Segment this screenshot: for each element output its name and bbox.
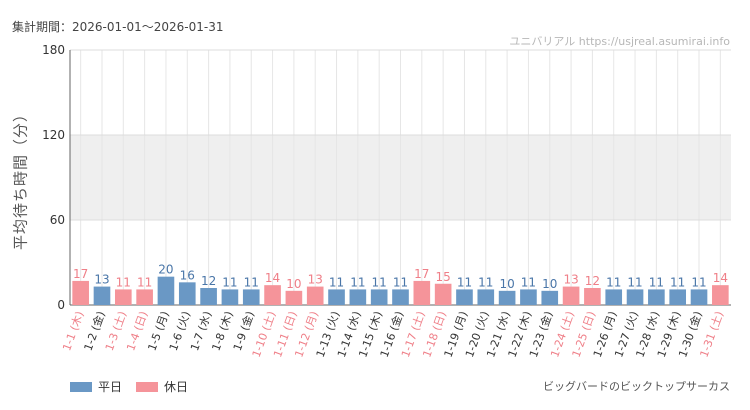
- data-label: 11: [244, 275, 259, 289]
- legend-swatch-weekday: [70, 381, 92, 392]
- bar: [392, 289, 409, 305]
- bar: [541, 290, 559, 305]
- data-label: 11: [372, 275, 387, 289]
- bar: [285, 290, 303, 305]
- bar: [712, 285, 729, 305]
- y-tick-label: 60: [50, 213, 65, 227]
- legend-swatch-holiday: [136, 381, 159, 392]
- site-watermark: ユニバリアル https://usjreal.asumirai.info: [509, 35, 730, 48]
- attraction-name: ビッグバードのビックトップサーカス: [543, 380, 730, 393]
- y-tick-label: 180: [42, 43, 65, 57]
- bar: [584, 288, 601, 305]
- data-label: 10: [286, 277, 301, 291]
- data-label: 11: [670, 275, 685, 289]
- y-tick-label: 0: [57, 298, 65, 312]
- data-label: 11: [521, 275, 536, 289]
- bar: [349, 289, 367, 305]
- bar: [72, 280, 89, 305]
- data-label: 11: [222, 275, 237, 289]
- data-label: 11: [691, 275, 706, 289]
- bar: [178, 282, 196, 305]
- data-label: 12: [201, 274, 216, 288]
- bar: [242, 289, 260, 305]
- data-label: 15: [436, 270, 451, 284]
- bar: [648, 289, 665, 305]
- data-label: 11: [649, 275, 664, 289]
- data-label: 13: [94, 273, 109, 287]
- legend-label-weekday: 平日: [98, 380, 123, 394]
- bar: [690, 289, 708, 305]
- bar: [200, 288, 217, 305]
- y-tick-label: 120: [42, 128, 65, 142]
- data-label: 11: [457, 275, 472, 289]
- data-label: 17: [73, 267, 88, 281]
- data-label: 13: [308, 273, 323, 287]
- data-label: 10: [499, 277, 514, 291]
- data-label: 20: [158, 263, 173, 277]
- bar: [114, 289, 132, 305]
- bar: [520, 289, 537, 305]
- bar: [456, 289, 473, 305]
- bar: [136, 289, 153, 305]
- data-label: 11: [627, 275, 642, 289]
- data-label: 14: [265, 271, 280, 285]
- period-label: 集計期間：2026-01-01〜2026-01-31: [12, 20, 224, 34]
- legend-item-weekday[interactable]: 平日: [70, 378, 122, 395]
- data-label: 10: [542, 277, 557, 291]
- data-label: 11: [478, 275, 493, 289]
- bar: [413, 280, 431, 305]
- bar: [669, 289, 687, 305]
- bar: [264, 285, 281, 305]
- bar: [605, 289, 623, 305]
- bar: [221, 289, 239, 305]
- legend-label-holiday: 休日: [164, 380, 189, 394]
- data-label: 11: [116, 275, 131, 289]
- legend: 平日 休日: [70, 378, 188, 395]
- bar: [477, 289, 495, 305]
- data-label: 13: [563, 273, 578, 287]
- data-label: 11: [137, 275, 152, 289]
- bar: [562, 286, 580, 305]
- data-label: 12: [585, 274, 600, 288]
- bar: [328, 289, 345, 305]
- bar: [434, 283, 452, 305]
- bar: [157, 276, 175, 305]
- data-label: 11: [606, 275, 621, 289]
- bar: [93, 286, 111, 305]
- data-label: 11: [329, 275, 344, 289]
- data-label: 14: [713, 271, 728, 285]
- bar: [626, 289, 644, 305]
- bar: [370, 289, 388, 305]
- data-label: 11: [393, 275, 408, 289]
- bar: [498, 290, 516, 305]
- data-label: 16: [180, 268, 195, 282]
- bar: [306, 286, 324, 305]
- legend-item-holiday[interactable]: 休日: [136, 378, 188, 395]
- data-label: 11: [350, 275, 365, 289]
- data-label: 17: [414, 267, 429, 281]
